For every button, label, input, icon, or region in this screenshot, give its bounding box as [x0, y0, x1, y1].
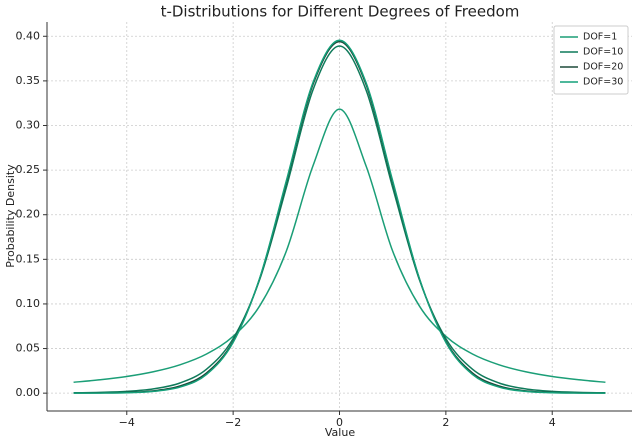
y-tick-label: 0.15 [16, 252, 41, 265]
y-tick-label: 0.05 [16, 342, 41, 355]
y-tick-label: 0.30 [16, 118, 41, 131]
legend-box [553, 25, 629, 95]
y-tick-label: 0.00 [16, 386, 41, 399]
line-series [73, 39, 606, 394]
x-tick-label: 4 [549, 416, 556, 429]
y-tick-label: 0.20 [16, 208, 41, 221]
x-axis-label: Value [325, 426, 355, 439]
x-tick-label: −2 [225, 416, 241, 429]
y-axis-label: Probability Density [4, 164, 17, 268]
legend-label: DOF=20 [583, 62, 623, 73]
legend-label: DOF=1 [583, 32, 617, 43]
line-series [73, 45, 606, 394]
y-tick-label: 0.35 [16, 74, 41, 87]
legend-label: DOF=10 [583, 47, 623, 58]
y-tick-label: 0.10 [16, 297, 41, 310]
legend-label: DOF=30 [583, 77, 623, 88]
y-tick-label: 0.25 [16, 163, 41, 176]
x-tick-label: 0 [336, 416, 343, 429]
y-tick-label: 0.40 [16, 29, 41, 42]
chart-title: t-Distributions for Different Degrees of… [161, 3, 520, 21]
x-tick-label: 2 [442, 416, 449, 429]
x-tick-label: −4 [119, 416, 135, 429]
line-series [73, 108, 606, 384]
